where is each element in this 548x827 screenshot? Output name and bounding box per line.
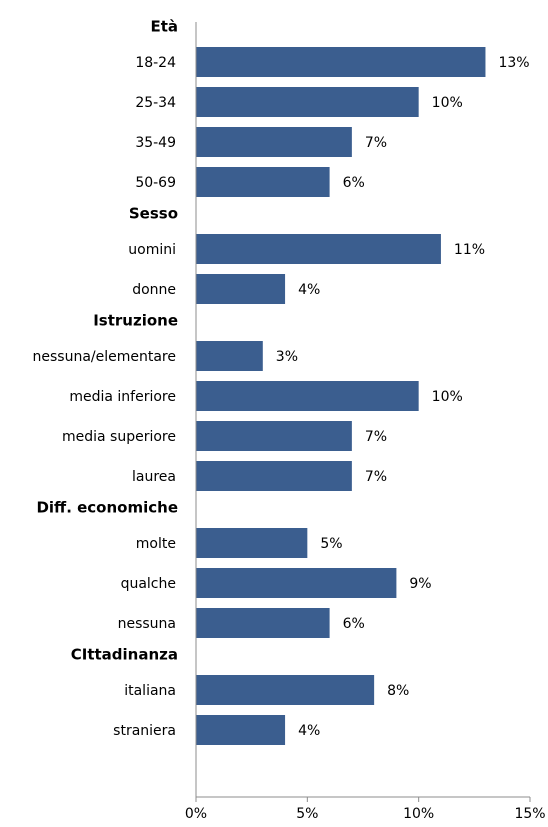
bar (196, 715, 286, 745)
category-label: uomini (128, 242, 176, 258)
data-label: 11% (454, 242, 485, 258)
category-label: italiana (124, 683, 176, 699)
group-title: Età (150, 18, 178, 36)
bar (196, 234, 441, 264)
data-label: 3% (276, 349, 298, 365)
data-label: 7% (365, 429, 387, 445)
bar (196, 675, 375, 705)
bar (196, 167, 330, 197)
group-1: Sesso uomini 11% donne 4% (128, 205, 485, 304)
data-label: 4% (298, 723, 320, 739)
category-label: donne (132, 282, 176, 298)
category-label: media inferiore (69, 389, 176, 405)
data-label: 5% (320, 536, 342, 552)
x-tick-label: 10% (403, 806, 434, 822)
x-tick-label: 15% (514, 806, 545, 822)
bar (196, 461, 352, 491)
bar (196, 127, 352, 157)
x-tick-label: 5% (296, 806, 318, 822)
bar (196, 47, 486, 77)
group-title: CIttadinanza (71, 646, 178, 664)
data-label: 6% (343, 616, 365, 632)
bar (196, 341, 263, 371)
category-label: straniera (113, 723, 176, 739)
data-label: 10% (432, 95, 463, 111)
group-title: Diff. economiche (36, 499, 178, 517)
groups-layer: Età 18-24 13% 25-34 10% 35-49 7% 50-69 6% Sesso uo… (33, 18, 530, 745)
group-title: Sesso (129, 205, 178, 223)
data-label: 10% (432, 389, 463, 405)
category-label: 35-49 (135, 135, 176, 151)
data-label: 6% (343, 175, 365, 191)
x-axis: 0% 5% 10% 15% (185, 22, 546, 822)
category-label: molte (136, 536, 176, 552)
group-4: CIttadinanza italiana 8% straniera 4% (71, 646, 409, 745)
bar (196, 274, 286, 304)
category-label: 25-34 (135, 95, 176, 111)
data-label: 13% (498, 55, 529, 71)
bar (196, 421, 352, 451)
bar (196, 87, 419, 117)
data-label: 4% (298, 282, 320, 298)
bar (196, 568, 397, 598)
bar (196, 528, 308, 558)
data-label: 7% (365, 135, 387, 151)
category-label: laurea (132, 469, 176, 485)
data-label: 9% (409, 576, 431, 592)
group-2: Istruzione nessuna/elementare 3% media infe… (33, 312, 463, 491)
category-label: nessuna/elementare (33, 349, 177, 365)
group-title: Istruzione (93, 312, 178, 330)
category-label: 50-69 (135, 175, 176, 191)
category-label: nessuna (118, 616, 176, 632)
group-3: Diff. economiche molte 5% qualche 9% nessuna 6… (36, 499, 432, 638)
group-0: Età 18-24 13% 25-34 10% 35-49 7% 50-69 6% (135, 18, 530, 197)
category-label: qualche (121, 576, 176, 592)
data-label: 8% (387, 683, 409, 699)
data-label: 7% (365, 469, 387, 485)
bar (196, 381, 419, 411)
category-label: 18-24 (135, 55, 176, 71)
category-label: media superiore (62, 429, 176, 445)
bar (196, 608, 330, 638)
x-tick-label: 0% (185, 806, 207, 822)
